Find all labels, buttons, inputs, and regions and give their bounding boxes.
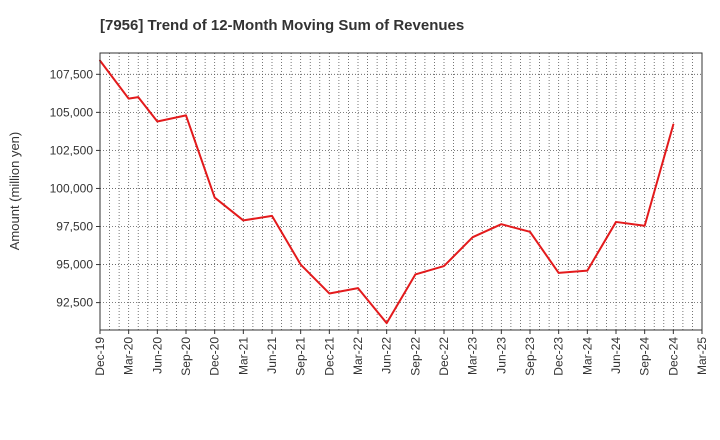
y-tick-label: 100,000 [50,181,94,195]
y-tick-label: 97,500 [56,220,93,234]
x-tick-label: Dec-20 [208,337,222,376]
x-tick-label: Jun-22 [380,337,394,374]
x-tick-label: Jun-21 [265,337,279,374]
x-tick-label: Sep-24 [638,337,652,376]
x-tick-label: Mar-22 [351,337,365,375]
series-layer [99,59,675,325]
x-tick-label: Sep-21 [294,337,308,376]
x-tick-label: Mar-25 [695,337,709,375]
y-axis-ticks: 92,500 95,000 97,500 100,000 102,500 105,000 1… [50,67,100,310]
x-tick-label: Mar-20 [122,337,136,375]
y-tick-label: 102,500 [50,143,94,157]
x-tick-label: Dec-19 [93,337,107,376]
x-axis-ticks: Dec-19 Mar-20 Jun-20 Sep-20 Dec-20 Mar-21 Jun-… [93,330,709,376]
x-tick-label: Mar-21 [236,337,250,375]
x-tick-label: Sep-20 [179,337,193,376]
x-tick-label: Jun-20 [150,337,164,374]
x-tick-label: Dec-22 [437,337,451,376]
grid [100,53,702,330]
y-tick-label: 95,000 [56,258,93,272]
plot-area-frame [99,52,703,331]
y-tick-label: 105,000 [50,105,94,119]
x-tick-label: Jun-23 [494,337,508,374]
series-line [99,59,675,325]
y-tick-label: 107,500 [50,67,94,81]
x-tick-label: Dec-21 [322,337,336,376]
chart-title: [7956] Trend of 12-Month Moving Sum of R… [100,17,464,34]
x-tick-label: Jun-24 [609,337,623,374]
x-tick-label: Sep-22 [408,337,422,376]
x-tick-label: Dec-24 [666,337,680,376]
x-tick-label: Mar-23 [466,337,480,375]
x-tick-label: Sep-23 [523,337,537,376]
x-tick-label: Dec-23 [552,337,566,376]
y-axis-label: Amount (million yen) [7,132,22,251]
x-tick-label: Mar-24 [580,337,594,375]
y-tick-label: 92,500 [56,296,93,310]
